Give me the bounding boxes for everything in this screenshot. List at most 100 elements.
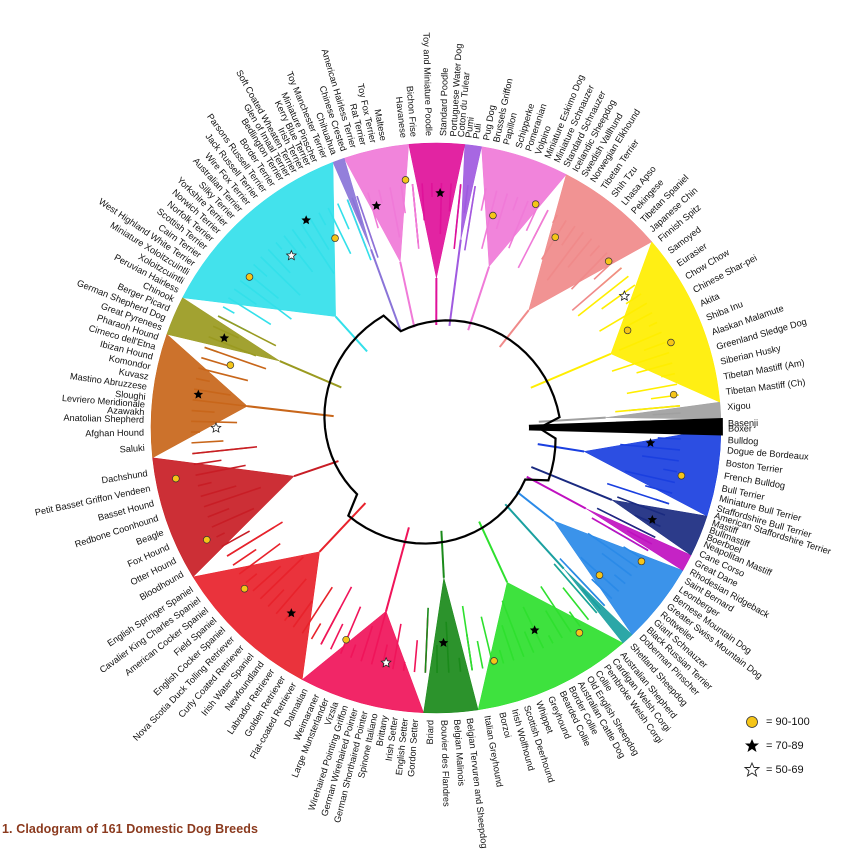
clade-branch (318, 212, 327, 226)
support-star-open (380, 656, 392, 668)
support-star-black (435, 188, 445, 198)
support-star-black (438, 637, 449, 647)
clade-branch (547, 635, 554, 644)
clade-stem (504, 503, 565, 570)
clade-branch (378, 189, 383, 204)
clade-branch (212, 325, 239, 339)
clade-branch (498, 649, 505, 664)
clade-branch (356, 195, 379, 258)
clade-branch (351, 197, 363, 225)
legend-label: = 90-100 (766, 716, 810, 728)
clade-branch (402, 661, 406, 671)
clade-branch (571, 267, 622, 311)
clade-branch (350, 644, 357, 658)
clade-branch (245, 573, 258, 584)
clade-branch (591, 517, 649, 552)
support-dot (342, 635, 350, 644)
clade-stem (370, 249, 402, 332)
clade-branch (545, 610, 563, 639)
support-star-black (301, 215, 311, 225)
clade-branch (620, 443, 681, 451)
clade-fan (192, 551, 320, 681)
clade-branch (522, 606, 545, 649)
clade-branch (424, 607, 429, 673)
clade-branch (624, 470, 676, 484)
clade-branch (501, 624, 515, 661)
breed-label: Azawakh (107, 405, 145, 417)
legend-row-star-black: = 70-89 (742, 734, 842, 758)
clade-branch (193, 459, 222, 466)
clade-branch (400, 185, 406, 214)
clade-branch (581, 588, 602, 610)
clade-branch (568, 611, 581, 627)
clade-branch (389, 187, 401, 238)
clade-branch (567, 238, 593, 268)
clade-branch (360, 625, 374, 662)
clade-branch (221, 530, 251, 548)
clade-branch (591, 578, 613, 600)
support-dot (637, 557, 646, 566)
clade-stem (530, 352, 612, 389)
breed-label: Briard (425, 720, 435, 745)
clade-branch (611, 351, 670, 372)
breed-label: Tibetan Mastiff (Ch) (725, 377, 806, 397)
breed-label: Borzoi (497, 711, 513, 739)
clade-branch (644, 484, 673, 494)
clade-branch (222, 306, 235, 314)
clade-branch (203, 486, 262, 508)
clade-fan (423, 577, 479, 714)
support-dot (401, 176, 410, 184)
support-star-open (210, 421, 222, 433)
clade-branch (657, 437, 681, 440)
clade-stem (467, 266, 491, 331)
breed-label: Afghan Hound (85, 428, 144, 439)
clade-stem (247, 405, 334, 418)
clade-branch (587, 532, 638, 569)
clade-branch (367, 192, 379, 229)
clade-branch (327, 207, 352, 255)
clade-branch (561, 225, 576, 246)
clade-branch (421, 183, 426, 221)
open-star-icon (743, 761, 761, 778)
breed-label: Xigou (727, 400, 751, 412)
clade-branch (275, 241, 283, 250)
support-star-black (219, 333, 230, 343)
clade-branch (339, 606, 362, 655)
outgroup-wedge (436, 417, 723, 436)
clade-branch (192, 399, 253, 408)
clade-branch (346, 199, 372, 261)
breed-label: Redbone Coonhound (73, 513, 159, 550)
support-dot (489, 211, 497, 220)
clade-stem (334, 315, 368, 353)
clade-branch (336, 203, 350, 230)
clade-branch (501, 600, 525, 658)
clade-branch (320, 586, 353, 645)
clade-branch (517, 209, 549, 269)
clade-branch (463, 184, 469, 213)
clade-branch (648, 321, 658, 327)
clade-branch (599, 302, 648, 332)
support-star-black (645, 437, 656, 448)
clade-branch (310, 623, 322, 640)
clade-branch (626, 383, 678, 395)
clade-branch (195, 377, 210, 383)
clade-branch (192, 446, 258, 455)
clade-branch (461, 605, 474, 671)
clade-branch (552, 214, 558, 224)
breed-label: Belgian Malinois (452, 719, 467, 787)
support-star-open (285, 249, 298, 261)
clade-branch (191, 440, 224, 444)
breed-label: Anatolian Shepherd (63, 413, 144, 425)
clade-branch (623, 311, 653, 329)
clade-branch (228, 297, 272, 326)
support-markers (172, 176, 686, 668)
clade-branch (208, 336, 257, 357)
legend-label: = 70-89 (766, 740, 804, 752)
clade-branch (292, 600, 313, 628)
clade-branch (625, 293, 642, 305)
support-star-black (647, 514, 658, 524)
clade-stem (498, 309, 530, 348)
clade-fan (460, 144, 482, 240)
gold-dot-icon (746, 716, 758, 728)
